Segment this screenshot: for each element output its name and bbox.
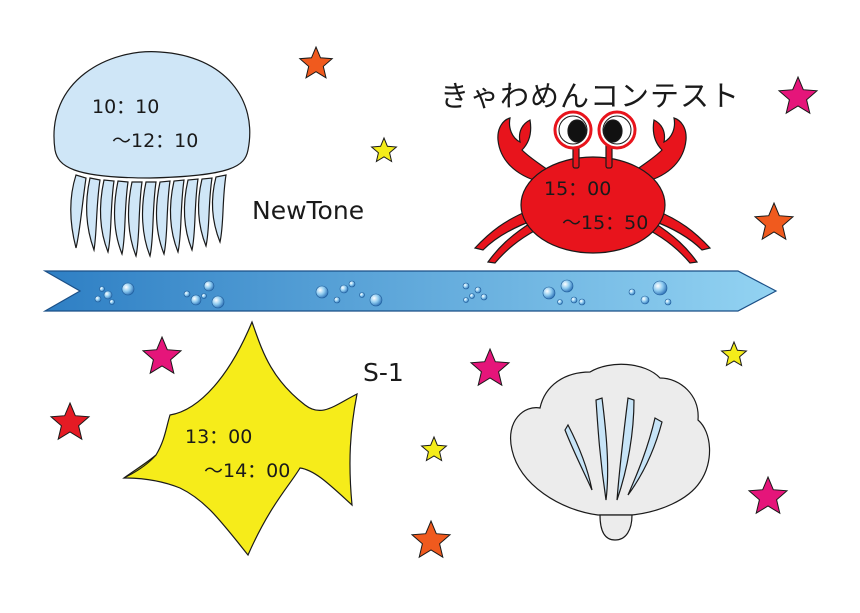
fish-time-end: ～14：00 bbox=[204, 460, 291, 482]
star-icon bbox=[753, 201, 795, 241]
star-icon bbox=[410, 519, 452, 559]
star-icon bbox=[298, 45, 334, 79]
star-icon bbox=[49, 45, 819, 559]
crab-event-name: きゃわめんコンテスト bbox=[440, 79, 741, 113]
shell-icon bbox=[510, 363, 711, 541]
fish-time-start: 13：00 bbox=[185, 426, 253, 448]
jellyfish-event-name: NewTone bbox=[252, 196, 365, 225]
jellyfish-time-start: 10：10 bbox=[92, 96, 160, 118]
fish-event-name: S-1 bbox=[363, 358, 404, 387]
timeline-ribbon bbox=[42, 270, 778, 312]
fish-icon bbox=[122, 320, 358, 557]
jellyfish-icon bbox=[53, 51, 251, 259]
star-icon bbox=[49, 401, 91, 441]
star-icon bbox=[720, 340, 748, 367]
crab-time-start: 15：00 bbox=[544, 178, 612, 200]
jellyfish-time-end: ～12：10 bbox=[112, 130, 199, 152]
crab-eyes bbox=[553, 110, 637, 150]
star-icon bbox=[469, 347, 511, 387]
crab-icon bbox=[473, 110, 712, 264]
star-icon bbox=[777, 75, 819, 115]
star-icon bbox=[420, 435, 448, 462]
crab-time-end: ～15：50 bbox=[562, 212, 649, 234]
star-icon bbox=[747, 475, 789, 515]
star-icon bbox=[141, 335, 183, 375]
star-icon bbox=[370, 136, 398, 163]
bubble-icon bbox=[94, 279, 672, 309]
